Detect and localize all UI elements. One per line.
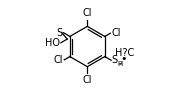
Text: Cl: Cl bbox=[83, 8, 92, 18]
Text: •: • bbox=[120, 54, 127, 64]
Text: H: H bbox=[117, 61, 123, 67]
Text: Cl: Cl bbox=[83, 75, 92, 85]
Text: Cl: Cl bbox=[54, 55, 63, 65]
Text: S: S bbox=[57, 28, 63, 38]
Text: 2: 2 bbox=[119, 61, 122, 66]
Text: S: S bbox=[112, 55, 118, 65]
Text: HO: HO bbox=[45, 38, 60, 48]
Text: H?C: H?C bbox=[115, 48, 134, 58]
Text: Cl: Cl bbox=[112, 28, 121, 38]
